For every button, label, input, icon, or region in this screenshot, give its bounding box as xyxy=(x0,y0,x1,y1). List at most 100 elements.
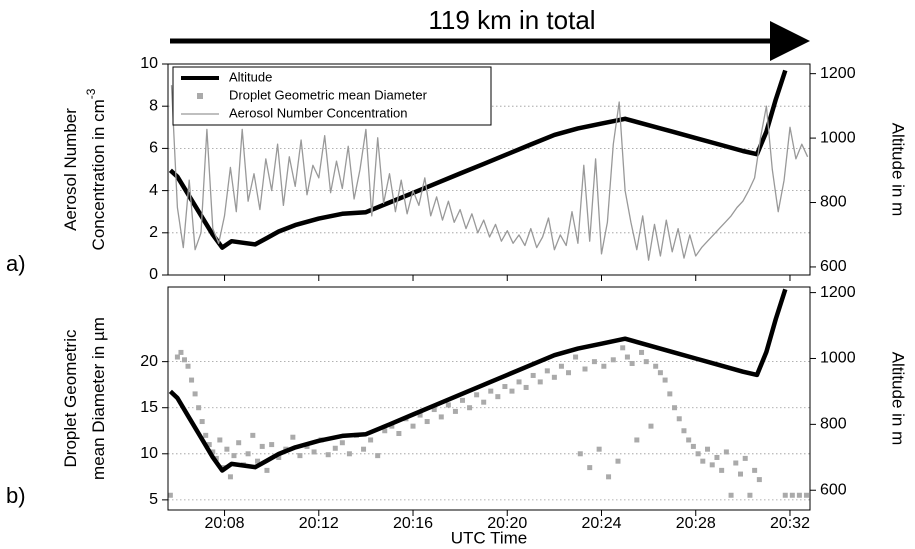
scatter-point xyxy=(690,443,696,449)
y-tick-label: 5 xyxy=(149,491,158,508)
scatter-point xyxy=(509,388,515,394)
scatter-point xyxy=(530,372,536,378)
scatter-point xyxy=(481,399,487,405)
scatter-point xyxy=(610,357,616,363)
scatter-point xyxy=(537,379,543,385)
scatter-point xyxy=(728,492,734,498)
scatter-point xyxy=(495,394,501,400)
scatter-point xyxy=(596,446,602,452)
y-tick-label: 10 xyxy=(140,55,158,72)
scatter-point xyxy=(705,446,711,452)
y-tick-label: 20 xyxy=(140,353,158,370)
scatter-point xyxy=(752,467,758,473)
y2-axis-label: Altitude in m xyxy=(889,123,908,217)
scatter-point xyxy=(733,460,739,466)
scatter-point xyxy=(648,423,654,429)
scatter-point xyxy=(606,474,612,480)
y2-tick-label: 1200 xyxy=(820,65,856,82)
scatter-point xyxy=(544,368,550,374)
legend-label: Altitude xyxy=(229,69,272,84)
scatter-point xyxy=(695,451,701,457)
scatter-point xyxy=(203,432,209,438)
scatter-point xyxy=(346,451,352,457)
scatter-point xyxy=(452,408,458,414)
scatter-point xyxy=(639,349,645,355)
y-tick-label: 0 xyxy=(149,266,158,283)
y-axis-label: Aerosol Number xyxy=(61,108,80,231)
scatter-point xyxy=(516,379,522,385)
panel-label: b) xyxy=(6,483,26,508)
y-axis-label-superscript: -3 xyxy=(84,88,98,99)
scatter-point xyxy=(311,449,317,455)
y-axis-label: Concentration in cm-3 xyxy=(84,88,108,250)
scatter-point xyxy=(389,423,395,429)
scatter-point xyxy=(382,428,388,434)
scatter-point xyxy=(662,377,668,383)
scatter-point xyxy=(297,453,303,459)
scatter-point xyxy=(742,455,748,461)
scatter-point xyxy=(224,446,230,452)
scatter-point xyxy=(467,405,473,411)
scatter-point xyxy=(502,384,508,390)
scatter-point xyxy=(189,377,195,383)
scatter-point xyxy=(290,434,296,440)
scatter-point xyxy=(181,357,187,363)
scatter-point xyxy=(582,366,588,372)
panel-label: a) xyxy=(6,251,26,276)
scatter-point xyxy=(264,467,270,473)
scatter-point xyxy=(747,492,753,498)
scatter-point xyxy=(719,467,725,473)
scatter-point xyxy=(681,428,687,434)
y-tick-label: 8 xyxy=(149,97,158,114)
scatter-point xyxy=(396,431,402,437)
scatter-point xyxy=(686,437,692,443)
x-tick-label: 20:08 xyxy=(205,515,245,532)
scatter-point xyxy=(620,345,626,351)
scatter-point xyxy=(709,462,715,468)
distance-annotation: 119 km in total xyxy=(428,5,595,35)
scatter-point xyxy=(700,458,706,464)
y2-tick-label: 1200 xyxy=(820,284,856,301)
x-tick-label: 20:20 xyxy=(487,515,527,532)
plot-frame xyxy=(167,286,811,511)
scatter-point xyxy=(624,354,630,360)
scatter-point xyxy=(227,474,233,480)
y2-tick-label: 1000 xyxy=(820,350,856,367)
scatter-point xyxy=(551,374,557,380)
series-line xyxy=(170,85,809,261)
y-axis-label-line: mean Diameter in µm xyxy=(89,317,108,480)
y2-tick-label: 600 xyxy=(820,258,847,275)
scatter-point xyxy=(276,454,282,460)
scatter-point xyxy=(803,492,809,498)
y2-tick-label: 600 xyxy=(820,481,847,498)
scatter-point xyxy=(445,402,451,408)
scatter-point xyxy=(192,391,198,397)
x-tick-label: 20:16 xyxy=(393,515,433,532)
scatter-point xyxy=(459,397,465,403)
scatter-point xyxy=(332,445,338,451)
y-tick-label: 15 xyxy=(140,399,158,416)
scatter-point xyxy=(566,370,572,376)
y-tick-label: 6 xyxy=(149,140,158,157)
scatter-point xyxy=(629,360,635,366)
scatter-point xyxy=(488,388,494,394)
scatter-point xyxy=(245,451,251,457)
scatter-point xyxy=(643,359,649,365)
scatter-point xyxy=(368,437,374,443)
scatter-point xyxy=(417,412,423,418)
scatter-point xyxy=(714,454,720,460)
scatter-point xyxy=(667,391,673,397)
y-axis-label: mean Diameter in µm xyxy=(89,317,108,480)
scatter-point xyxy=(782,492,788,498)
y2-tick-label: 1000 xyxy=(820,129,856,146)
scatter-point xyxy=(196,405,202,411)
scatter-point xyxy=(410,423,416,429)
y2-axis-label: Altitude in m xyxy=(889,352,908,446)
x-tick-label: 20:32 xyxy=(770,515,810,532)
legend-swatch xyxy=(197,93,203,99)
scatter-point xyxy=(573,354,579,360)
scatter-point xyxy=(634,437,640,443)
x-tick-label: 20:12 xyxy=(299,515,339,532)
y2-tick-label: 800 xyxy=(820,416,847,433)
